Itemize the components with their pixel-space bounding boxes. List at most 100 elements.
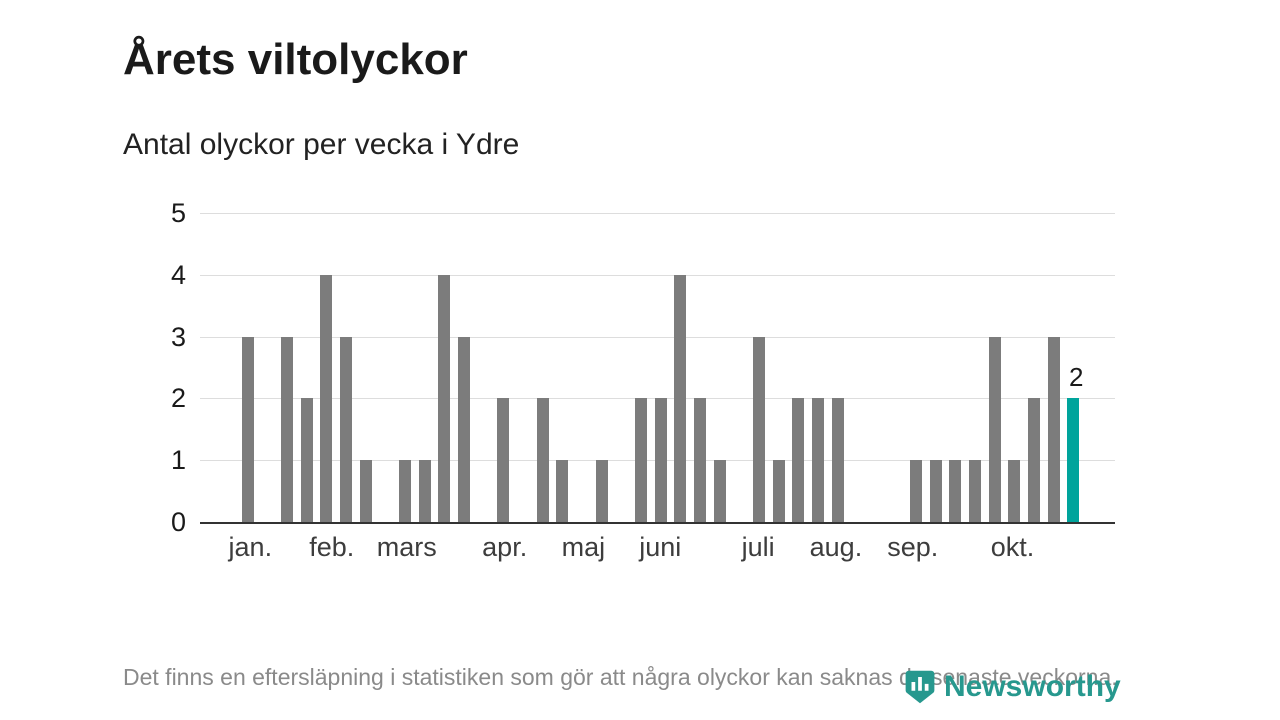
bar-slot (297, 213, 317, 522)
bar-slot (847, 213, 867, 522)
x-axis-month-label: aug. (809, 532, 863, 562)
bar (595, 460, 608, 522)
bar-slot (1044, 213, 1064, 522)
bar-slot (808, 213, 828, 522)
x-axis-month-label: juni (639, 532, 682, 562)
x-axis-month-label: maj (561, 532, 606, 562)
bar-slot (729, 213, 749, 522)
bar (1047, 336, 1060, 522)
bar-slot (474, 213, 494, 522)
bar-slot (1005, 213, 1025, 522)
bar-slot (376, 213, 396, 522)
bar-slot (1024, 213, 1044, 522)
bar (654, 398, 667, 522)
y-axis-tick-label: 0 (170, 507, 186, 537)
gridline (200, 213, 1115, 214)
bar (536, 398, 549, 522)
bar (458, 336, 471, 522)
gridline (200, 336, 1115, 338)
bar (320, 274, 333, 522)
bar-slot (415, 213, 435, 522)
bar (969, 460, 982, 522)
bar-slot (965, 213, 985, 522)
bar-slot (769, 213, 789, 522)
newsworthy-logo: Newsworthy (905, 670, 1121, 704)
bar (340, 336, 353, 522)
bar (949, 460, 962, 522)
bar (634, 398, 647, 522)
bar (1008, 460, 1021, 522)
bar (811, 398, 824, 522)
bar (752, 336, 765, 522)
bar (556, 460, 569, 522)
bar-slot (258, 213, 278, 522)
bar-slot (356, 213, 376, 522)
bar (910, 460, 923, 522)
bar-chart: 2 0 1 2 3 4 5 jan. feb. mars apr. maj juni juli aug.… (171, 198, 1115, 562)
y-axis-tick-label: 3 (170, 321, 186, 352)
bar (418, 460, 431, 522)
x-axis-month-label: jan. (228, 532, 273, 562)
bar (713, 460, 726, 522)
highlighted-bar (1067, 398, 1080, 522)
chart-subtitle: Antal olyckor per vecka i Ydre (123, 128, 520, 161)
bar-slot (395, 213, 415, 522)
bar-slot (631, 213, 651, 522)
bar-slot (592, 213, 612, 522)
bar-slot (494, 213, 514, 522)
y-axis-tick-label: 5 (170, 198, 186, 228)
bar-slot (553, 213, 573, 522)
x-axis-labels: jan. feb. mars apr. maj juni juli aug. sep. okt. (200, 532, 1115, 572)
bar (438, 274, 451, 522)
bar (693, 398, 706, 522)
bar-slot (887, 213, 907, 522)
bar-slot (670, 213, 690, 522)
bar (241, 336, 254, 522)
newsworthy-marker-icon (905, 670, 935, 704)
highlight-value-label: 2 (1068, 362, 1084, 393)
page-title: Årets viltolyckor (123, 35, 468, 85)
bar-slot (277, 213, 297, 522)
bar-slot (749, 213, 769, 522)
bar-slot (435, 213, 455, 522)
bar (831, 398, 844, 522)
bar-slot (513, 213, 533, 522)
bar-slot (336, 213, 356, 522)
plot-area: 2 0 1 2 3 4 5 (171, 198, 1115, 537)
bar (281, 336, 294, 522)
x-axis-month-label: mars (376, 532, 437, 562)
bar-slot (317, 213, 337, 522)
x-axis-month-label: sep. (887, 532, 939, 562)
bar-slot (572, 213, 592, 522)
bar-slot (454, 213, 474, 522)
footnote: Det finns en eftersläpning i statistiken… (123, 664, 1118, 690)
bar-slot (690, 213, 710, 522)
y-axis-tick-label: 4 (170, 259, 186, 290)
bar-slot (651, 213, 671, 522)
bar-slot (867, 213, 887, 522)
bar-slot (985, 213, 1005, 522)
bar-slot (788, 213, 808, 522)
gridline (200, 274, 1115, 276)
bars (238, 213, 1083, 522)
bar (772, 460, 785, 522)
bar-slot (946, 213, 966, 522)
bar (1028, 398, 1041, 522)
bar (988, 336, 1001, 522)
y-axis-tick-label: 2 (170, 383, 186, 414)
bar (674, 274, 687, 522)
bar (792, 398, 805, 522)
bar-slot (710, 213, 730, 522)
bar-slot (906, 213, 926, 522)
bar (497, 398, 510, 522)
x-axis-month-label: feb. (309, 532, 355, 562)
x-axis-month-label: apr. (482, 532, 528, 562)
bar (300, 398, 313, 522)
x-axis-month-label: juli (741, 532, 775, 562)
bar (929, 460, 942, 522)
bar (399, 460, 412, 522)
bar-slot (533, 213, 553, 522)
x-axis-month-label: okt. (990, 532, 1035, 562)
logo-text: Newsworthy (944, 670, 1121, 703)
